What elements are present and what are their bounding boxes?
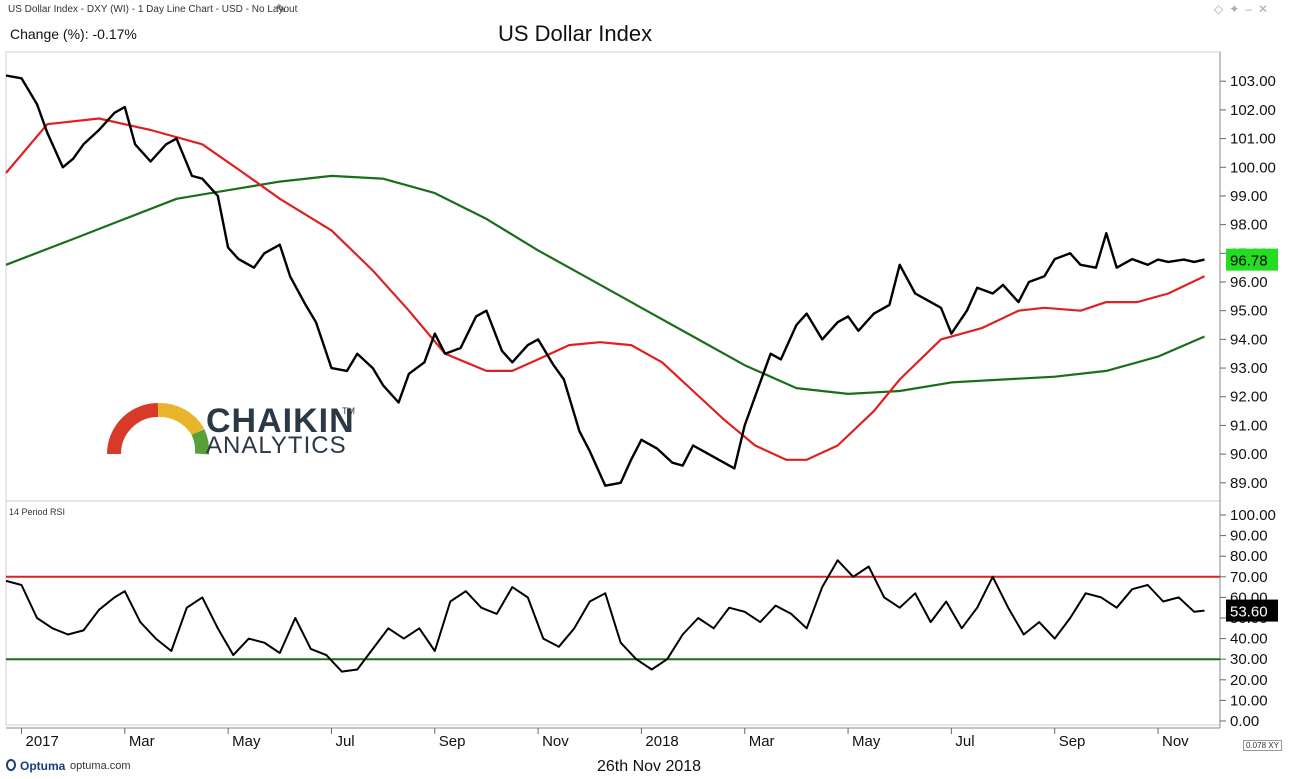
x-tick-label: Mar <box>129 733 155 750</box>
price-y-tick-label: 100.00 <box>1230 159 1276 176</box>
x-tick-label: Nov <box>542 733 569 750</box>
rsi-y-tick-label: 20.00 <box>1230 672 1268 689</box>
optuma-url[interactable]: optuma.com <box>70 760 131 772</box>
diamond-icon[interactable]: ◇ <box>1214 2 1230 16</box>
price-y-tick-label: 99.00 <box>1230 188 1268 205</box>
rsi-badge <box>1226 599 1278 622</box>
x-tick-label: Jul <box>955 733 974 750</box>
price-y-tick-label: 103.00 <box>1230 73 1276 90</box>
optuma-logo-icon <box>6 759 16 771</box>
price-y-tick-label: 89.00 <box>1230 475 1268 492</box>
rsi-plot <box>5 559 1220 673</box>
price-y-tick-label: 101.00 <box>1230 131 1276 148</box>
change-readout: Change (%): -0.17% <box>10 26 137 42</box>
ma-short-line <box>5 117 1205 461</box>
minimize-icon[interactable]: – <box>1245 2 1258 16</box>
rsi-y-tick-label: 70.00 <box>1230 569 1268 586</box>
price-y-tick-label: 95.00 <box>1230 303 1268 320</box>
footer-date: 26th Nov 2018 <box>597 758 702 775</box>
chart-descriptor: US Dollar Index - DXY (WI) - 1 Day Line … <box>8 4 298 15</box>
price-y-tick-label: 102.00 <box>1230 102 1276 119</box>
close-icon[interactable]: ✕ <box>1257 2 1275 16</box>
pencil-icon[interactable]: ✎ <box>276 2 287 16</box>
rsi-line <box>5 559 1205 673</box>
x-tick-label: Sep <box>1059 733 1086 750</box>
window-controls[interactable]: ◇✦–✕ <box>1214 2 1274 16</box>
price-y-tick-label: 90.00 <box>1230 446 1268 463</box>
price-y-tick-label: 96.00 <box>1230 274 1268 291</box>
rsi-y-tick-label: 80.00 <box>1230 548 1268 565</box>
x-tick-label: May <box>852 733 881 750</box>
price-y-tick-label: 98.00 <box>1230 217 1268 234</box>
rsi-y-tick-label: 100.00 <box>1230 507 1276 524</box>
price-y-tick-label: 94.00 <box>1230 331 1268 348</box>
x-tick-label: Sep <box>439 733 466 750</box>
rsi-badge-label: 53.60 <box>1230 604 1268 621</box>
price-y-axis: 103.00102.00101.00100.0099.0098.0097.009… <box>1220 73 1276 492</box>
rsi-y-tick-label: 90.00 <box>1230 528 1268 545</box>
logo-tm: TM <box>342 406 355 416</box>
x-tick-label: Mar <box>749 733 775 750</box>
x-tick-label: Jul <box>335 733 354 750</box>
rsi-y-tick-label: 40.00 <box>1230 631 1268 648</box>
last-price-badge-label: 96.78 <box>1230 253 1268 270</box>
pin-icon[interactable]: ✦ <box>1229 2 1246 16</box>
x-tick-label: Nov <box>1162 733 1189 750</box>
price-y-tick-label: 91.00 <box>1230 417 1268 434</box>
x-tick-label: 2017 <box>25 733 58 750</box>
rsi-y-tick-label: 0.00 <box>1230 713 1259 730</box>
price-plot <box>5 74 1205 487</box>
xy-readout[interactable]: 0.078 XY <box>1243 740 1282 751</box>
change-value: -0.17% <box>92 26 137 42</box>
chart-title: US Dollar Index <box>498 21 653 46</box>
rsi-y-tick-label: 10.00 <box>1230 692 1268 709</box>
change-label: Change (%): <box>10 26 89 42</box>
value-badges: 96.78 53.60 <box>1226 248 1278 622</box>
xy-label: XY <box>1268 741 1279 750</box>
time-x-axis: 2017 Mar May Jul Sep Nov 2018 Mar May Jul Sep Nov <box>20 728 1189 750</box>
x-tick-label: 2018 <box>645 733 678 750</box>
x-tick-label: May <box>232 733 261 750</box>
ma-long-line <box>5 174 1205 395</box>
rsi-panel-title: 14 Period RSI <box>9 507 66 517</box>
last-price-badge <box>1226 248 1278 271</box>
gauge-icon <box>107 402 210 455</box>
rsi-panel-frame <box>5 500 1221 726</box>
price-y-tick-label: 92.00 <box>1230 389 1268 406</box>
optuma-brand: Optuma <box>20 759 66 773</box>
price-panel-frame <box>5 51 1221 502</box>
rsi-y-tick-label: 30.00 <box>1230 651 1268 668</box>
price-y-tick-label: 93.00 <box>1230 360 1268 377</box>
logo-chaikin: CHAIKIN <box>206 402 355 440</box>
price-line <box>5 74 1205 487</box>
logo-analytics: ANALYTICS <box>206 432 347 459</box>
xy-value: 0.078 <box>1246 741 1267 750</box>
